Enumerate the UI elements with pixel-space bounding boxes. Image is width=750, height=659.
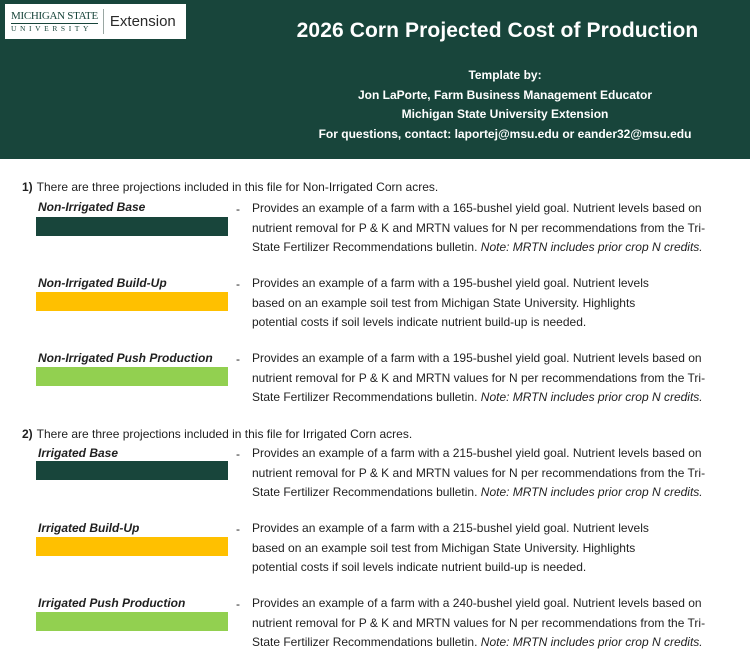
description-line: Provides an example of a farm with a 165…	[252, 201, 702, 215]
description-text: State Fertilizer Recommendations bulleti…	[252, 390, 481, 404]
description-line: State Fertilizer Recommendations bulleti…	[252, 238, 750, 258]
logo-line-university: UNIVERSITY	[11, 23, 92, 33]
color-swatch-push-production	[36, 367, 228, 386]
logo-extension-text: Extension	[109, 13, 176, 30]
color-swatch-base	[36, 461, 228, 480]
description-line: potential costs if soil levels indicate …	[252, 560, 587, 574]
section-number: 1)	[22, 180, 33, 194]
description-line: State Fertilizer Recommendations bulleti…	[252, 388, 750, 408]
template-by-label: Template by:	[468, 68, 542, 82]
page-title: 2026 Corn Projected Cost of Production	[296, 19, 699, 42]
bullet-dash: -	[236, 597, 240, 611]
logo-line-michigan-state: MICHIGAN STATE	[11, 9, 98, 24]
msu-extension-logo: MICHIGAN STATE UNIVERSITY Extension	[5, 4, 186, 39]
author-line: Jon LaPorte, Farm Business Management Ed…	[357, 87, 653, 102]
projection-label-irrigated-build-up: Irrigated Build-Up	[38, 521, 140, 535]
description-line: Provides an example of a farm with a 195…	[252, 351, 702, 365]
msu-wordmark: MICHIGAN STATE UNIVERSITY	[11, 9, 104, 34]
projection-description: Provides an example of a farm with a 240…	[252, 594, 750, 653]
bullet-dash: -	[236, 277, 240, 291]
description-text: State Fertilizer Recommendations bulleti…	[252, 240, 481, 254]
description-text: State Fertilizer Recommendations bulleti…	[252, 635, 481, 649]
mrtn-note: Note: MRTN includes prior crop N credits…	[480, 390, 703, 404]
projection-description: Provides an example of a farm with a 165…	[252, 199, 750, 258]
bullet-dash: -	[236, 447, 240, 461]
template-credits: Template by: Jon LaPorte, Farm Business …	[270, 66, 740, 144]
color-swatch-build-up	[36, 292, 228, 311]
color-swatch-base	[36, 217, 228, 236]
description-line: based on an example soil test from Michi…	[252, 540, 636, 555]
color-swatch-push-production	[36, 612, 228, 631]
bullet-dash: -	[236, 202, 240, 216]
bullet-dash: -	[236, 352, 240, 366]
section-2-intro: 2) There are three projections included i…	[22, 427, 412, 441]
description-line: potential costs if soil levels indicate …	[252, 315, 587, 329]
description-line: Provides an example of a farm with a 195…	[252, 276, 649, 290]
color-swatch-build-up	[36, 537, 228, 556]
bullet-dash: -	[236, 522, 240, 536]
description-line: based on an example soil test from Michi…	[252, 295, 636, 310]
description-line: nutrient removal for P & K and MRTN valu…	[252, 465, 706, 480]
contact-line: For questions, contact: laportej@msu.edu…	[318, 126, 692, 141]
mrtn-note: Note: MRTN includes prior crop N credits…	[480, 485, 703, 499]
mrtn-note: Note: MRTN includes prior crop N credits…	[480, 240, 703, 254]
section-intro-text: There are three projections included in …	[36, 427, 413, 441]
projection-label-irrigated-base: Irrigated Base	[38, 446, 119, 460]
description-line: State Fertilizer Recommendations bulleti…	[252, 483, 750, 503]
header-banner: MICHIGAN STATE UNIVERSITY Extension 2026…	[0, 0, 750, 159]
projection-label-non-irrigated-base: Non-Irrigated Base	[38, 200, 146, 214]
mrtn-note: Note: MRTN includes prior crop N credits…	[480, 635, 703, 649]
projection-description: Provides an example of a farm with a 195…	[252, 274, 750, 333]
section-intro-text: There are three projections included in …	[36, 180, 439, 194]
organization-line: Michigan State University Extension	[401, 107, 609, 121]
section-number: 2)	[22, 427, 33, 441]
description-line: State Fertilizer Recommendations bulleti…	[252, 633, 750, 653]
description-line: nutrient removal for P & K and MRTN valu…	[252, 370, 706, 385]
section-1-intro: 1) There are three projections included i…	[22, 180, 438, 194]
description-line: nutrient removal for P & K and MRTN valu…	[252, 220, 706, 235]
projection-label-non-irrigated-build-up: Non-Irrigated Build-Up	[38, 276, 167, 290]
description-line: Provides an example of a farm with a 215…	[252, 521, 649, 535]
projection-description: Provides an example of a farm with a 215…	[252, 444, 750, 503]
description-line: nutrient removal for P & K and MRTN valu…	[252, 615, 706, 630]
projection-label-irrigated-push-production: Irrigated Push Production	[38, 596, 186, 610]
description-text: State Fertilizer Recommendations bulleti…	[252, 485, 481, 499]
description-line: Provides an example of a farm with a 215…	[252, 446, 702, 460]
projection-description: Provides an example of a farm with a 195…	[252, 349, 750, 408]
projection-description: Provides an example of a farm with a 215…	[252, 519, 750, 578]
projection-label-non-irrigated-push-production: Non-Irrigated Push Production	[38, 351, 213, 365]
description-line: Provides an example of a farm with a 240…	[252, 596, 702, 610]
